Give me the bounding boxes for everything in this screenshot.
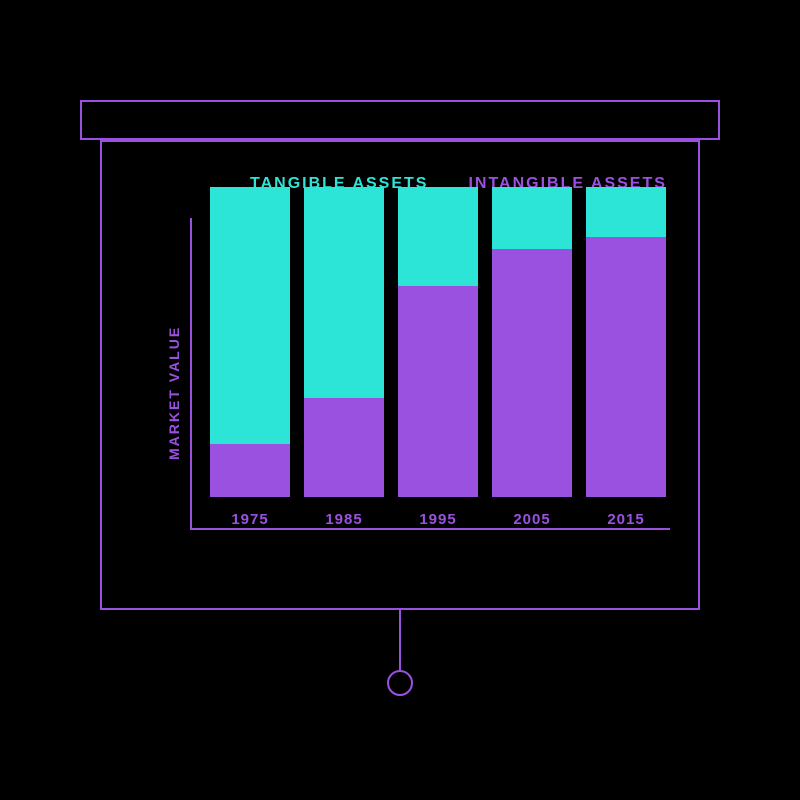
bar-segment-tangible [492, 187, 572, 249]
x-tick-label: 1995 [419, 511, 456, 528]
bar-group-2005: 2005 [492, 187, 572, 528]
bar-group-2015: 2015 [586, 187, 666, 528]
bar-segment-intangible [304, 398, 384, 497]
screen-top-bar [80, 100, 720, 140]
market-value-chart: 1975 1985 1995 2005 2015 [190, 218, 670, 528]
pull-cord-ring [387, 670, 413, 696]
bar-group-1985: 1985 [304, 187, 384, 528]
bar-segment-intangible [210, 444, 290, 497]
y-axis [190, 218, 192, 528]
bar-segment-intangible [586, 237, 666, 497]
bar-segment-intangible [492, 249, 572, 497]
bars-container: 1975 1985 1995 2005 2015 [210, 218, 666, 528]
bar-stack [398, 187, 478, 497]
bar-segment-intangible [398, 286, 478, 497]
bar-segment-tangible [210, 187, 290, 444]
bar-stack [586, 187, 666, 497]
y-axis-label: MARKET VALUE [166, 326, 182, 460]
bar-stack [210, 187, 290, 497]
bar-segment-tangible [586, 187, 666, 237]
x-tick-label: 1975 [231, 511, 268, 528]
x-tick-label: 2015 [607, 511, 644, 528]
bar-stack [492, 187, 572, 497]
pull-cord-line [399, 610, 401, 670]
x-axis [190, 528, 670, 530]
x-tick-label: 2005 [513, 511, 550, 528]
bar-segment-tangible [398, 187, 478, 286]
bar-stack [304, 187, 384, 497]
bar-group-1995: 1995 [398, 187, 478, 528]
bar-group-1975: 1975 [210, 187, 290, 528]
bar-segment-tangible [304, 187, 384, 398]
x-tick-label: 1985 [325, 511, 362, 528]
